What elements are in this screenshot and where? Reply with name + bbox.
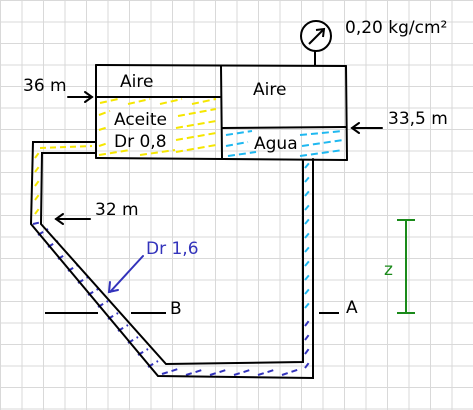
manometer-pipe-outline xyxy=(29,141,314,380)
right-tank-air-label: Aire xyxy=(253,80,286,100)
oil-fill xyxy=(98,98,217,156)
arrow-32m-icon xyxy=(54,213,91,225)
density-pointer-arrow-icon xyxy=(107,255,144,294)
oil-pipe-fill xyxy=(34,145,93,215)
left-surface-elevation: 36 m xyxy=(23,76,67,96)
water-pipe-fill xyxy=(304,161,311,309)
point-b-label: B xyxy=(170,299,182,319)
manometer-density-label: Dr 1,6 xyxy=(146,239,199,259)
oil-label: Aceite xyxy=(114,110,167,130)
oil-density-label: Dr 0,8 xyxy=(114,132,167,152)
left-tank-air-label: Aire xyxy=(120,72,153,92)
right-surface-elevation: 33,5 m xyxy=(388,109,448,129)
height-z-marker xyxy=(397,219,415,314)
water-fill xyxy=(225,130,344,157)
point-a-label: A xyxy=(346,298,358,318)
elevation-arrows xyxy=(54,91,383,225)
arrow-36m-icon xyxy=(67,91,94,103)
water-label: Agua xyxy=(254,134,298,154)
gauge-reading: 0,20 kg/cm² xyxy=(345,18,447,38)
height-z-label: z xyxy=(384,260,393,280)
arrow-33-5m-icon xyxy=(350,122,383,134)
interface-elevation: 32 m xyxy=(95,200,139,220)
pressure-gauge-icon xyxy=(300,20,332,66)
